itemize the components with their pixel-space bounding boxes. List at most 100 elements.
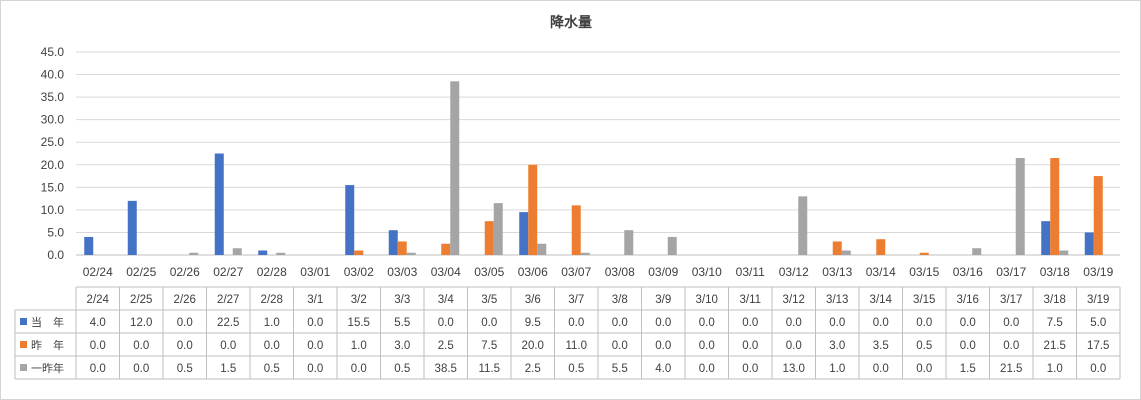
- table-value-cell: 0.0: [177, 317, 193, 329]
- data-table: 2/24 2/25 2/26 2/27 2/28 3/1 3/2 3/3 3/4 3/5 3/6 3/…: [14, 286, 1121, 380]
- table-value-cell: 0.0: [960, 317, 976, 329]
- table-header-cell: 2/26: [174, 294, 196, 306]
- table-header-cell: 3/12: [783, 294, 805, 306]
- bar-two-years-ago: [450, 81, 460, 255]
- x-category-label: 02/25: [126, 265, 156, 279]
- table-value-cell: 9.5: [525, 317, 541, 329]
- table-value-cell: 21.5: [1044, 340, 1066, 352]
- table-header-cell: 2/28: [261, 294, 283, 306]
- table-value-cell: 1.0: [351, 340, 367, 352]
- legend-label: 昨 年: [31, 338, 64, 352]
- table-value-cell: 0.5: [177, 363, 193, 375]
- table-value-cell: 0.0: [351, 363, 367, 375]
- table-value-cell: 3.5: [873, 340, 889, 352]
- table-value-cell: 0.0: [133, 363, 149, 375]
- table-value-cell: 4.0: [90, 317, 106, 329]
- table-value-cell: 3.0: [394, 340, 410, 352]
- bar-current-year: [1041, 221, 1051, 255]
- table-value-cell: 38.5: [435, 363, 457, 375]
- table-value-cell: 12.0: [130, 317, 152, 329]
- table-header-cell: 3/10: [696, 294, 718, 306]
- x-category-label: 03/10: [692, 265, 722, 279]
- bar-current-year: [519, 212, 529, 255]
- table-value-cell: 0.0: [742, 340, 758, 352]
- table-value-cell: 7.5: [481, 340, 497, 352]
- bar-two-years-ago: [667, 236, 677, 255]
- y-axis-ticks: 0.0 5.0 10.0 15.0 20.0 25.0 30.0 35.0 40.0 45.0: [41, 45, 65, 262]
- table-value-cell: 0.0: [1003, 340, 1019, 352]
- table-value-cell: 0.0: [568, 317, 584, 329]
- y-tick-label: 20.0: [41, 158, 65, 172]
- table-header-cell: 3/17: [1000, 294, 1022, 306]
- x-category-label: 02/24: [83, 265, 113, 279]
- table-value-cell: 11.0: [565, 340, 587, 352]
- x-category-label: 03/17: [996, 265, 1026, 279]
- bar-last-year: [876, 239, 886, 255]
- table-value-cell: 0.0: [742, 317, 758, 329]
- bar-last-year: [441, 243, 451, 255]
- bar-two-years-ago: [580, 252, 590, 255]
- legend-label: 当 年: [31, 315, 64, 329]
- table-value-cell: 1.5: [220, 363, 236, 375]
- table-value-cell: 0.5: [264, 363, 280, 375]
- x-category-label: 02/26: [170, 265, 200, 279]
- bar-last-year: [397, 241, 407, 255]
- table-value-cell: 13.0: [783, 363, 805, 375]
- bar-two-years-ago: [798, 196, 808, 255]
- bar-two-years-ago: [406, 252, 416, 255]
- table-value-cell: 0.5: [916, 340, 932, 352]
- bar-current-year: [1084, 232, 1094, 255]
- legend-label: 一昨年: [31, 361, 64, 375]
- table-header-cell: 2/27: [217, 294, 239, 306]
- table-value-cell: 0.0: [742, 363, 758, 375]
- table-value-cell: 1.0: [264, 317, 280, 329]
- table-value-cell: 22.5: [217, 317, 239, 329]
- table-value-cell: 0.5: [568, 363, 584, 375]
- bar-last-year: [1093, 176, 1103, 255]
- x-category-label: 03/18: [1040, 265, 1070, 279]
- table-value-cell: 0.0: [699, 317, 715, 329]
- y-tick-label: 40.0: [41, 68, 65, 82]
- x-category-label: 03/19: [1083, 265, 1113, 279]
- bar-current-year: [258, 250, 268, 255]
- x-category-label: 03/14: [866, 265, 896, 279]
- bar-last-year: [528, 164, 538, 255]
- y-tick-label: 10.0: [41, 203, 65, 217]
- x-category-label: 02/28: [257, 265, 287, 279]
- x-category-label: 03/12: [779, 265, 809, 279]
- table-value-cell: 11.5: [478, 363, 500, 375]
- bar-two-years-ago: [1015, 158, 1025, 255]
- table-header-cell: 3/7: [568, 294, 584, 306]
- table-value-cell: 2.5: [525, 363, 541, 375]
- table-value-cell: 0.0: [699, 363, 715, 375]
- bar-last-year: [832, 241, 842, 255]
- x-axis-categories: 02/24 02/25 02/26 02/27 02/28 03/01 03/02 03/03…: [83, 265, 1114, 279]
- x-category-label: 03/07: [561, 265, 591, 279]
- bar-last-year: [1050, 158, 1060, 255]
- bar-two-years-ago: [276, 252, 286, 255]
- table-header-cell: 3/9: [655, 294, 671, 306]
- table-value-cell: 4.0: [655, 363, 671, 375]
- table-value-cell: 0.0: [873, 317, 889, 329]
- table-value-cell: 0.0: [133, 340, 149, 352]
- bar-two-years-ago: [1059, 250, 1069, 255]
- x-category-label: 03/06: [518, 265, 548, 279]
- table-header-cell: 3/5: [481, 294, 497, 306]
- table-value-cell: 7.5: [1047, 317, 1063, 329]
- y-tick-label: 0.0: [47, 248, 64, 262]
- x-category-label: 03/15: [909, 265, 939, 279]
- table-value-cell: 0.0: [1003, 317, 1019, 329]
- table-value-cell: 1.5: [960, 363, 976, 375]
- y-tick-label: 45.0: [41, 45, 65, 59]
- bar-last-year: [571, 205, 581, 255]
- table-value-cell: 0.0: [655, 317, 671, 329]
- table-header-cell: 3/6: [525, 294, 541, 306]
- bar-two-years-ago: [972, 248, 982, 255]
- y-tick-label: 35.0: [41, 90, 65, 104]
- table-value-cell: 0.0: [655, 340, 671, 352]
- table-value-cell: 1.0: [1047, 363, 1063, 375]
- table-value-cell: 0.0: [307, 340, 323, 352]
- table-value-cell: 0.0: [438, 317, 454, 329]
- table-value-cell: 0.0: [177, 340, 193, 352]
- table-value-cell: 0.0: [90, 340, 106, 352]
